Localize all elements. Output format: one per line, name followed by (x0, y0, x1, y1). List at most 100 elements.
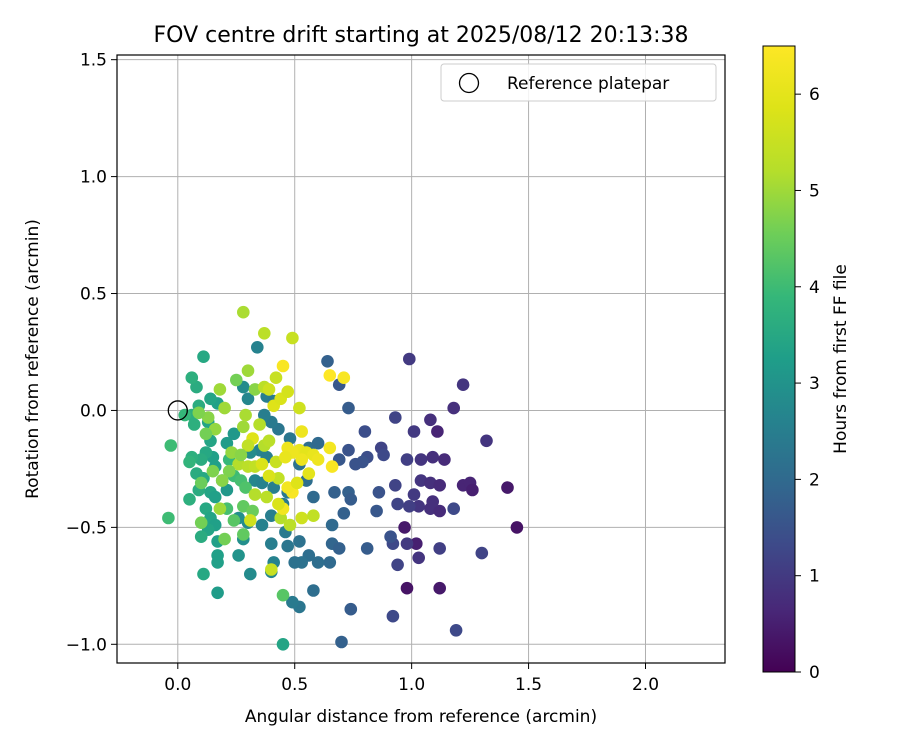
data-point (250, 341, 264, 354)
data-point (384, 530, 397, 543)
data-point (248, 488, 262, 501)
data-point (232, 549, 245, 562)
colorbar: 0 1 2 3 4 5 6 Hours from first FF file (762, 45, 851, 683)
data-point (260, 490, 274, 504)
colorbar-tick-label: 6 (809, 85, 820, 105)
data-point (410, 537, 423, 550)
data-point (456, 378, 470, 392)
data-point (293, 401, 306, 415)
data-point (307, 509, 320, 522)
data-point (344, 602, 358, 616)
data-point (227, 427, 241, 441)
data-point (162, 511, 175, 525)
data-point (311, 556, 325, 569)
data-point (307, 584, 320, 597)
data-point (194, 476, 208, 490)
data-point (237, 305, 250, 319)
data-point (311, 436, 325, 450)
data-point (407, 488, 421, 501)
colorbar-tick-label: 5 (809, 181, 820, 201)
data-point (349, 457, 362, 471)
data-point (325, 460, 339, 473)
data-point (426, 450, 440, 464)
data-point (412, 500, 426, 513)
data-point (255, 457, 269, 471)
data-point (283, 432, 297, 445)
data-point (389, 411, 402, 424)
data-point (433, 479, 447, 492)
data-point (281, 481, 295, 494)
data-point (433, 504, 447, 518)
data-point (262, 469, 276, 483)
data-point (288, 556, 302, 569)
data-point (293, 535, 306, 548)
data-point (403, 500, 416, 513)
data-point (412, 551, 426, 565)
data-point (192, 406, 206, 420)
data-point (239, 481, 252, 494)
data-point (185, 371, 199, 385)
data-point (449, 624, 463, 637)
legend-reference-marker (458, 72, 480, 94)
data-point (342, 443, 355, 457)
data-point (407, 425, 421, 438)
y-axis-label: Rotation from reference (arcmin) (23, 219, 43, 499)
data-point (286, 331, 299, 345)
y-tick-label: 0.5 (80, 285, 107, 305)
data-point (323, 556, 337, 569)
x-tick-label: 0.0 (164, 675, 191, 695)
data-point (281, 385, 295, 399)
data-point (239, 408, 252, 422)
data-point (272, 497, 285, 511)
plot-frame (116, 54, 726, 664)
data-point (258, 327, 271, 340)
data-point (190, 380, 203, 394)
y-tick-label: −1.0 (66, 635, 107, 655)
data-point (295, 511, 309, 525)
data-point (290, 476, 304, 490)
y-tick-label: 1.5 (80, 51, 107, 71)
data-point (213, 502, 227, 515)
data-point (447, 401, 461, 415)
data-point (403, 352, 416, 366)
data-point (262, 383, 276, 396)
data-point (244, 567, 257, 581)
data-point (283, 518, 297, 532)
data-point (325, 518, 339, 532)
data-point (426, 495, 440, 508)
data-point (344, 493, 358, 506)
data-point (279, 450, 292, 464)
reference-marker-group (167, 400, 188, 421)
data-point (295, 425, 309, 438)
data-point (230, 373, 243, 387)
data-point (183, 493, 196, 506)
x-axis-label: Angular distance from reference (arcmin) (245, 707, 597, 727)
x-tick-label: 2.0 (632, 675, 659, 695)
colorbar-tick-label: 1 (809, 567, 820, 587)
data-point (501, 481, 514, 494)
data-point (204, 392, 217, 406)
data-point (197, 567, 210, 581)
legend-entry-reference-platepar: Reference platepar (507, 74, 669, 94)
data-point (208, 490, 222, 504)
data-point (302, 467, 316, 480)
data-point (377, 448, 390, 462)
data-point (265, 537, 278, 550)
data-point (438, 453, 451, 466)
data-point (222, 464, 236, 478)
data-point (164, 439, 178, 452)
data-point (218, 532, 231, 546)
data-point (295, 453, 309, 466)
data-point (337, 507, 351, 520)
data-point (178, 408, 192, 422)
legend-box (440, 63, 717, 102)
x-tick-label: 1.5 (515, 675, 542, 695)
data-point (391, 497, 404, 511)
data-point (265, 509, 278, 522)
data-point (414, 474, 428, 487)
y-axis-ticks: −1.0 −0.5 0.0 0.5 1.0 1.5 (66, 51, 117, 655)
y-tick-label: 1.0 (80, 168, 107, 188)
data-point (447, 502, 461, 515)
data-point (269, 455, 283, 469)
data-point (255, 518, 269, 532)
